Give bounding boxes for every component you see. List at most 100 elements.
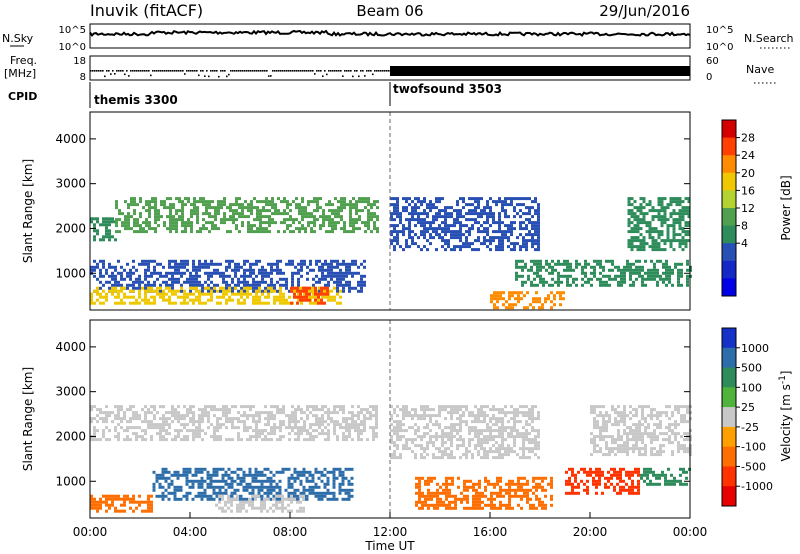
echo-cell [486,215,489,219]
echo-cell [310,221,313,225]
echo-cell [471,224,474,228]
echo-cell [672,209,676,213]
echo-cell [297,438,300,442]
echo-cell [267,286,270,290]
echo-cell [246,405,249,409]
echo-cell [486,450,489,454]
echo-cell [117,405,120,409]
echo-cell [327,280,330,284]
echo-cell [186,423,189,427]
echo-cell [393,411,396,415]
echo-cell [219,417,222,421]
nave-right-tick-top: 60 [706,56,719,67]
echo-cell [254,494,257,498]
echo-cell [271,206,274,210]
echo-cell [191,485,195,489]
echo-cell [256,230,259,234]
echo-cell [260,503,263,507]
echo-cell [678,197,682,201]
echo-cell [361,209,364,213]
echo-cell [474,414,477,418]
echo-cell [180,283,183,287]
echo-cell [507,230,510,234]
echo-cell [132,301,135,305]
echo-cell [241,212,244,216]
echo-cell [354,429,357,433]
echo-cell [271,221,274,225]
echo-cell [393,209,396,213]
echo-cell [151,206,154,210]
echo-cell [279,277,282,281]
echo-cell [537,441,540,445]
echo-cell [150,494,153,498]
echo-cell [331,203,334,207]
echo-cell [439,491,442,495]
echo-cell [266,476,270,480]
echo-cell [441,450,444,454]
echo-cell [285,298,288,302]
echo-cell [508,500,511,504]
echo-cell [216,423,219,427]
echo-cell [411,212,414,216]
echo-cell [304,215,307,219]
echo-cell [608,420,611,424]
echo-cell [648,209,652,213]
echo-cell [288,289,291,293]
echo-cell [364,206,367,210]
echo-cell [340,209,343,213]
echo-cell [477,215,480,219]
echo-cell [198,280,201,284]
echo-cell [240,274,243,278]
echo-cell [515,262,518,266]
echo-cell [550,479,553,483]
echo-cell [529,506,532,510]
echo-cell [444,218,447,222]
echo-cell [105,438,108,442]
echo-cell [199,200,202,204]
echo-cell [538,300,541,304]
echo-cell [317,301,320,305]
echo-cell [252,271,255,275]
echo-cell [608,414,611,418]
echo-cell [182,473,186,477]
echo-cell [224,491,228,495]
echo-cell [522,456,525,460]
echo-cell [155,494,159,498]
echo-cell [602,268,605,272]
echo-cell [280,221,283,225]
echo-cell [117,494,120,498]
echo-cell [185,473,189,477]
echo-cell [367,221,370,225]
echo-cell [258,301,261,305]
echo-cell [301,212,304,216]
echo-cell [516,420,519,424]
echo-cell [504,405,507,409]
echo-cell [330,417,333,421]
echo-cell [454,494,457,498]
echo-cell [111,283,114,287]
echo-cell [426,212,429,216]
echo-cell [628,485,631,489]
echo-cell [456,432,459,436]
echo-cell [199,197,202,201]
echo-cell [447,212,450,216]
echo-cell [279,259,282,263]
echo-cell [239,479,243,483]
frequency-point [238,70,240,72]
colorbar-tick-label: 28 [741,132,755,145]
echo-cell [190,221,193,225]
echo-cell [225,286,228,290]
echo-cell [653,262,656,266]
echo-cell [504,197,507,201]
echo-cell [417,444,420,448]
echo-cell [304,209,307,213]
echo-cell [165,280,168,284]
echo-cell [364,230,367,234]
echo-cell [417,245,420,249]
echo-cell [638,259,641,263]
echo-cell [671,268,674,272]
echo-cell [320,470,324,474]
echo-cell [408,233,411,237]
echo-cell [584,265,587,269]
echo-cell [150,426,153,430]
